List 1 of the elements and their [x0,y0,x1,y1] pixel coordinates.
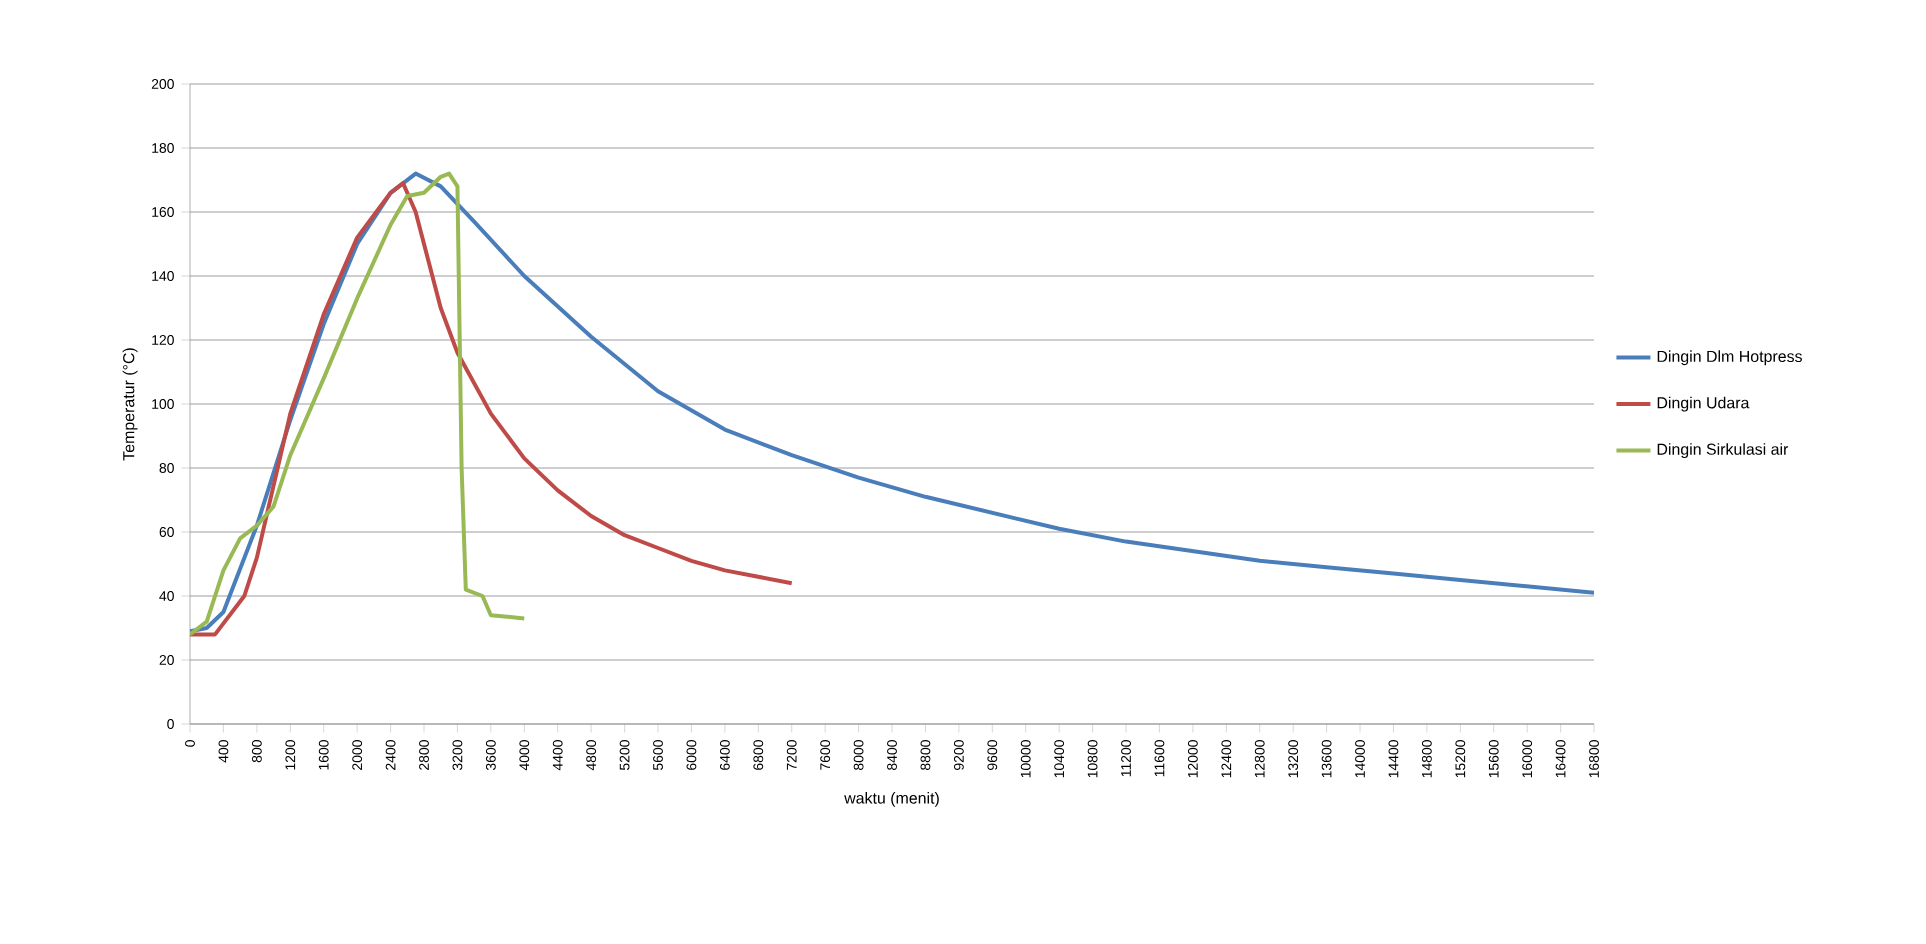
line-series [190,171,527,637]
